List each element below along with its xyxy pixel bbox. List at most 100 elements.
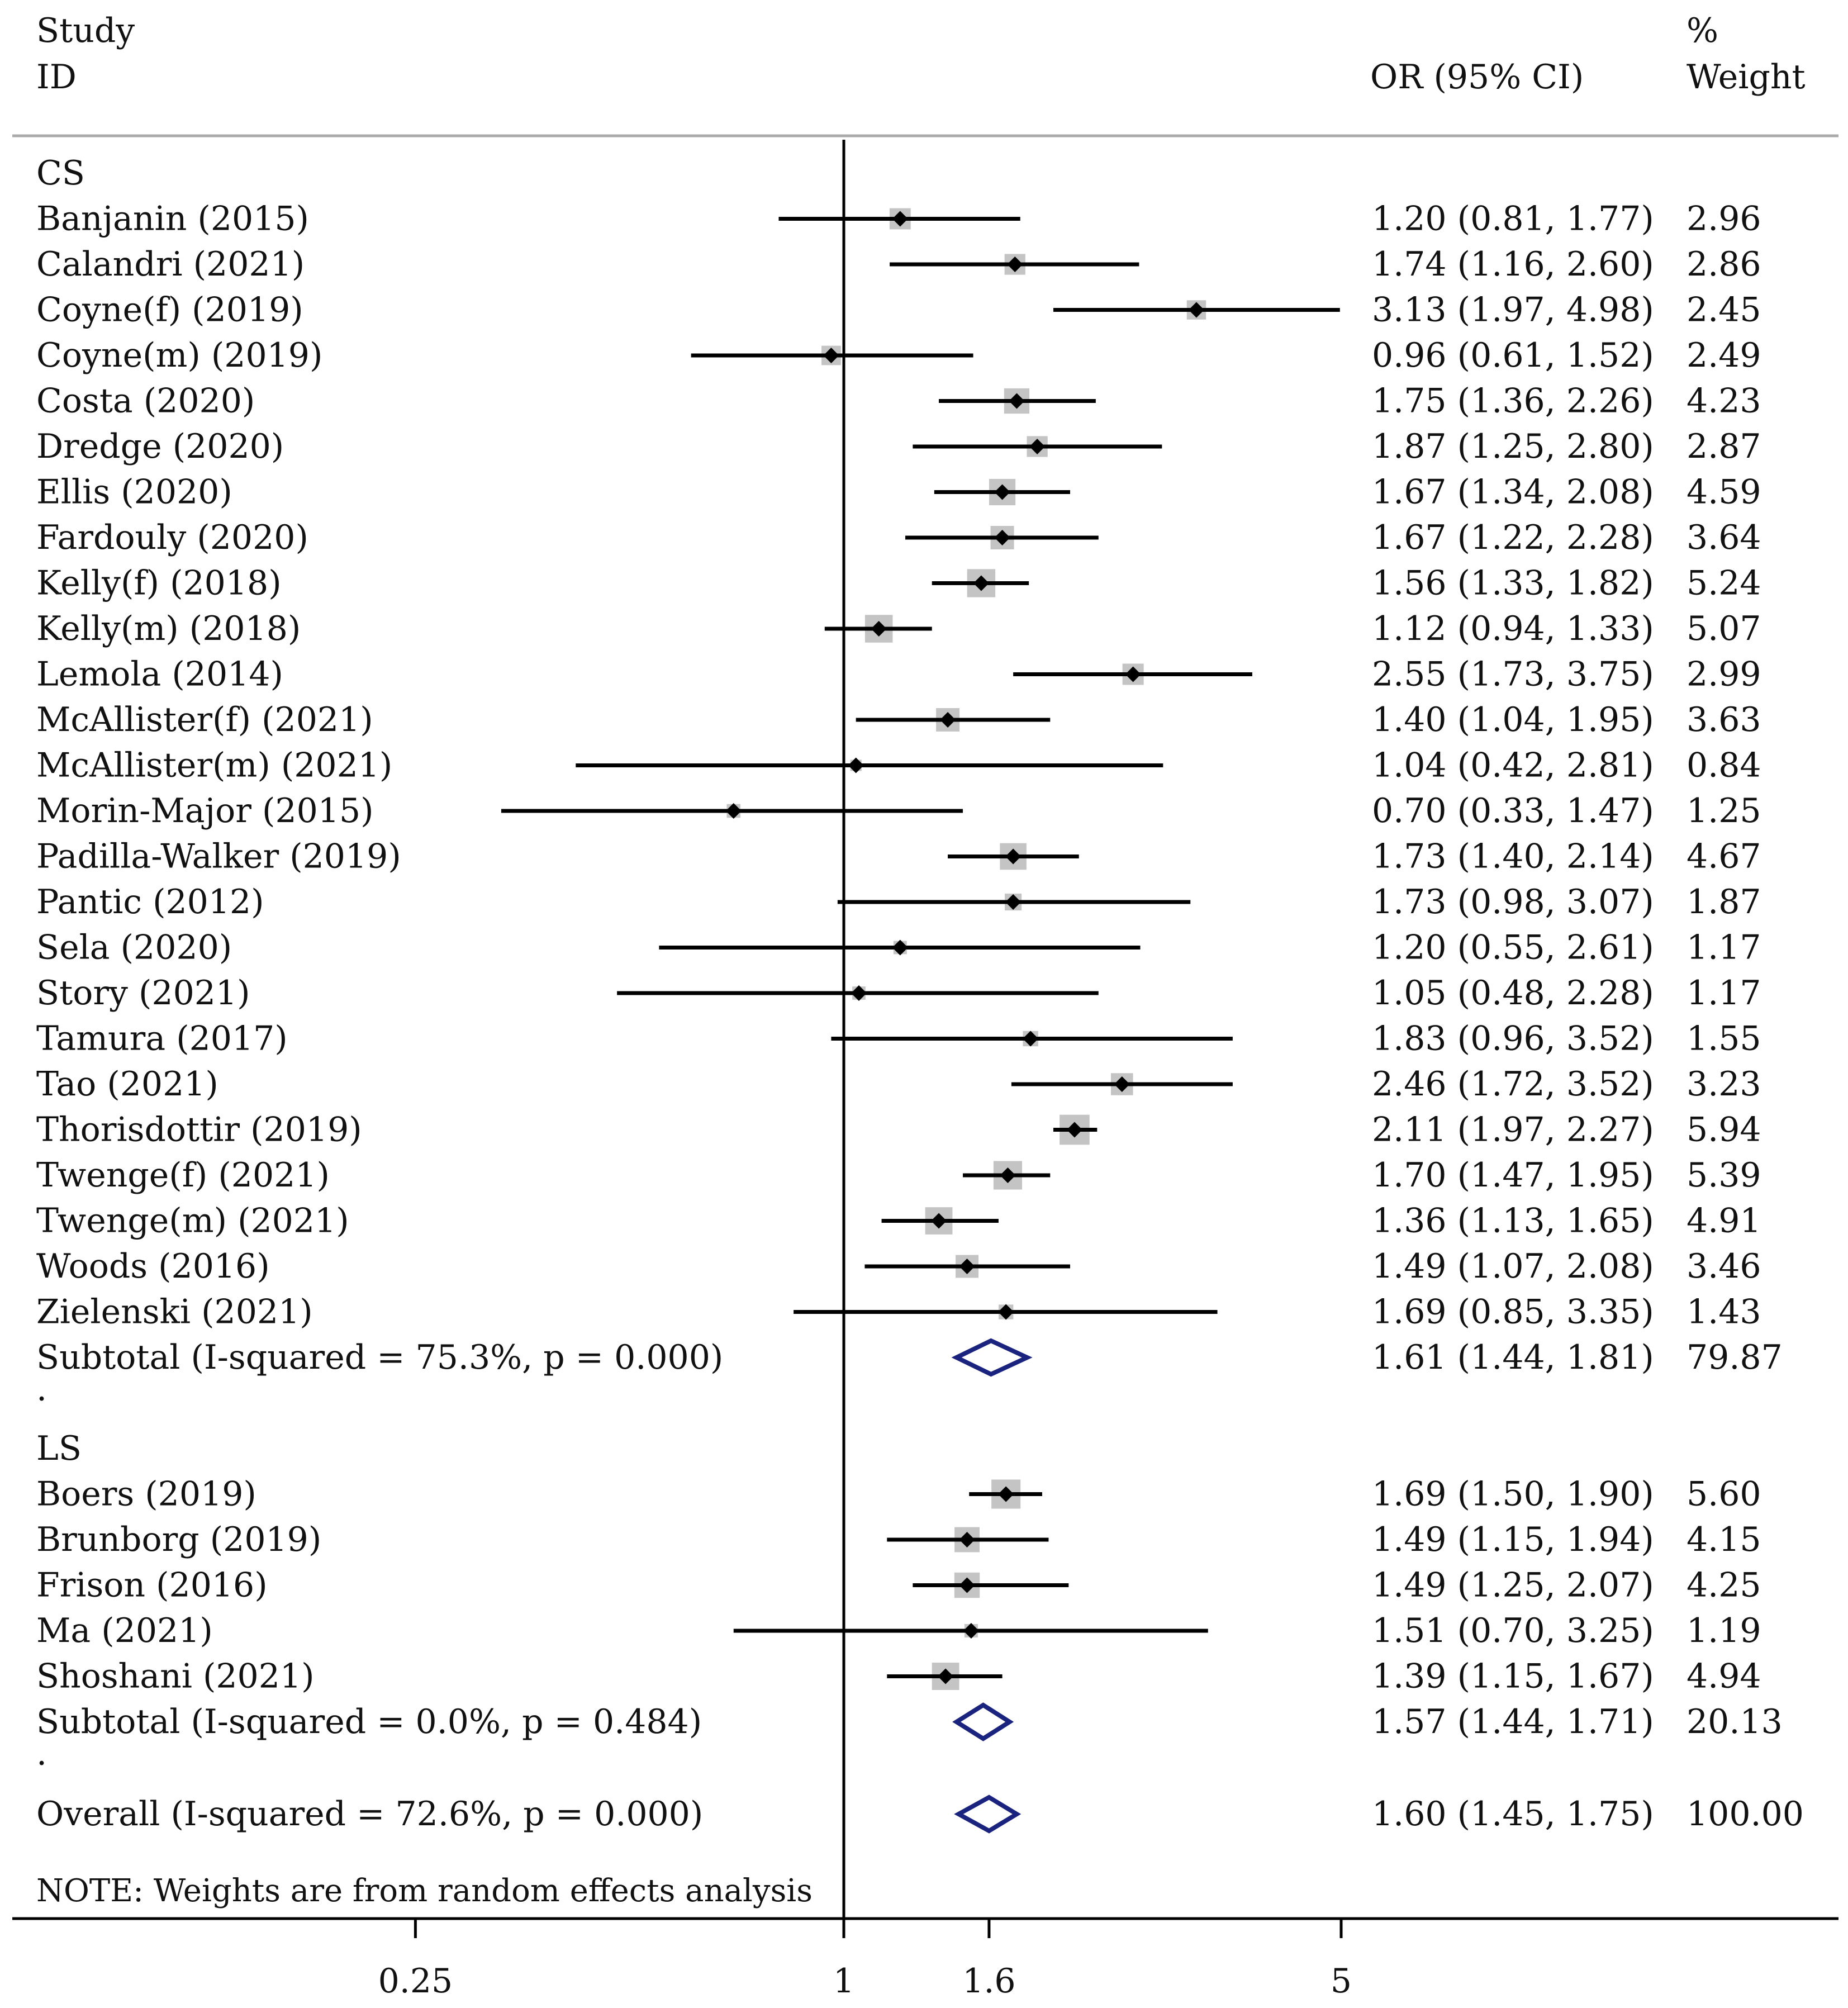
or-ci-value: 1.40 (1.04, 1.95) <box>1372 700 1654 739</box>
weight-value: 1.17 <box>1687 928 1761 967</box>
study-label: Banjanin (2015) <box>36 200 309 239</box>
weight-value: 0.84 <box>1687 746 1761 785</box>
study-label: Boers (2019) <box>36 1475 256 1514</box>
point-estimate <box>1007 257 1023 272</box>
pooled-diamond <box>952 1702 1014 1741</box>
study-label: Morin-Major (2015) <box>36 791 374 830</box>
study-label: Twenge(f) (2021) <box>36 1156 330 1195</box>
weight-value: 4.67 <box>1687 837 1761 876</box>
point-estimate <box>998 1486 1014 1502</box>
header-id: ID <box>36 58 77 97</box>
group-label: CS <box>36 154 85 193</box>
or-ci-value: 1.70 (1.47, 1.95) <box>1372 1156 1654 1195</box>
point-estimate <box>973 575 989 591</box>
study-label: McAllister(m) (2021) <box>36 746 392 785</box>
study-row: Story (2021) 1.05 (0.48, 2.28) 1.17 <box>36 974 1761 1013</box>
or-ci-value: 1.04 (0.42, 2.81) <box>1372 746 1654 785</box>
weight-value: 2.86 <box>1687 245 1761 284</box>
study-label: Padilla-Walker (2019) <box>36 837 401 876</box>
study-row: Twenge(m) (2021) 1.36 (1.13, 1.65) 4.91 <box>36 1202 1761 1241</box>
study-label: Lemola (2014) <box>36 655 283 694</box>
point-estimate <box>1114 1076 1130 1092</box>
weight-value: 5.24 <box>1687 564 1761 603</box>
study-label: Dredge (2020) <box>36 427 284 466</box>
group-separator: . <box>36 1734 47 1773</box>
or-ci-value: 0.70 (0.33, 1.47) <box>1372 791 1654 830</box>
or-ci-value: 1.39 (1.15, 1.67) <box>1372 1657 1654 1696</box>
weight-value: 5.60 <box>1687 1475 1761 1514</box>
study-row: Twenge(f) (2021) 1.70 (1.47, 1.95) 5.39 <box>36 1156 1761 1195</box>
study-row: Pantic (2012) 1.73 (0.98, 3.07) 1.87 <box>36 882 1761 922</box>
weight-value: 3.63 <box>1687 700 1761 739</box>
weight-value: 4.25 <box>1687 1566 1761 1605</box>
point-estimate <box>959 1532 975 1547</box>
weight-value: 3.23 <box>1687 1065 1761 1104</box>
pooled-diamond <box>954 1795 1022 1834</box>
study-row: Lemola (2014) 2.55 (1.73, 3.75) 2.99 <box>36 655 1761 694</box>
weight-value: 20.13 <box>1687 1702 1783 1741</box>
study-label: McAllister(f) (2021) <box>36 700 373 739</box>
or-ci-value: 1.69 (0.85, 3.35) <box>1372 1293 1654 1332</box>
or-ci-value: 1.73 (0.98, 3.07) <box>1372 882 1654 922</box>
weight-value: 4.94 <box>1687 1657 1761 1696</box>
study-row: McAllister(m) (2021) 1.04 (0.42, 2.81) 0.8… <box>36 746 1761 785</box>
overall-row: Overall (I-squared = 72.6%, p = 0.000) 1.… <box>36 1795 1804 1834</box>
weight-value: 3.64 <box>1687 518 1761 557</box>
weight-value: 1.25 <box>1687 791 1761 830</box>
study-row: Banjanin (2015) 1.20 (0.81, 1.77) 2.96 <box>36 200 1761 239</box>
weight-value: 2.49 <box>1687 336 1761 375</box>
point-estimate <box>1009 393 1025 409</box>
or-ci-value: 2.11 (1.97, 2.27) <box>1372 1110 1654 1150</box>
header-or-ci: OR (95% CI) <box>1370 58 1584 97</box>
header-weight: Weight <box>1687 58 1806 97</box>
study-label: Calandri (2021) <box>36 245 305 284</box>
forest-rows: CS Banjanin (2015) 1.20 (0.81, 1.77) 2.96 Ca… <box>36 140 1804 1919</box>
or-ci-value: 2.46 (1.72, 3.52) <box>1372 1065 1654 1104</box>
or-ci-value: 0.96 (0.61, 1.52) <box>1372 336 1654 375</box>
or-ci-value: 1.87 (1.25, 2.80) <box>1372 427 1654 466</box>
or-ci-value: 1.74 (1.16, 2.60) <box>1372 245 1654 284</box>
or-ci-value: 1.83 (0.96, 3.52) <box>1372 1019 1654 1058</box>
point-estimate <box>892 211 908 227</box>
group-label: LS <box>36 1429 82 1468</box>
study-row: Brunborg (2019) 1.49 (1.15, 1.94) 4.15 <box>36 1520 1761 1559</box>
study-row: Shoshani (2021) 1.39 (1.15, 1.67) 4.94 <box>36 1657 1761 1696</box>
study-label: Zielenski (2021) <box>36 1293 313 1332</box>
study-label: Tao (2021) <box>36 1065 218 1104</box>
weight-value: 2.96 <box>1687 200 1761 239</box>
point-estimate <box>998 1304 1014 1320</box>
weight-value: 5.94 <box>1687 1110 1761 1150</box>
weight-value: 5.39 <box>1687 1156 1761 1195</box>
study-row: Morin-Major (2015) 0.70 (0.33, 1.47) 1.25 <box>36 791 1761 830</box>
pooled-diamond <box>951 1338 1033 1377</box>
study-label: Ma (2021) <box>36 1611 213 1650</box>
study-row: Fardouly (2020) 1.67 (1.22, 2.28) 3.64 <box>36 518 1761 557</box>
or-ci-value: 1.57 (1.44, 1.71) <box>1372 1702 1654 1741</box>
study-label: Thorisdottir (2019) <box>36 1110 362 1150</box>
weight-value: 2.45 <box>1687 291 1761 330</box>
study-label: Frison (2016) <box>36 1566 268 1605</box>
or-ci-value: 1.20 (0.55, 2.61) <box>1372 928 1654 967</box>
weight-value: 3.46 <box>1687 1247 1761 1286</box>
study-row: Coyne(m) (2019) 0.96 (0.61, 1.52) 2.49 <box>36 336 1761 375</box>
study-label: Woods (2016) <box>36 1247 270 1286</box>
study-row: Zielenski (2021) 1.69 (0.85, 3.35) 1.43 <box>36 1293 1761 1332</box>
or-ci-value: 1.61 (1.44, 1.81) <box>1372 1338 1654 1377</box>
study-label: Fardouly (2020) <box>36 518 308 557</box>
study-row: Tamura (2017) 1.83 (0.96, 3.52) 1.55 <box>36 1019 1761 1058</box>
point-estimate <box>725 803 742 819</box>
point-estimate <box>1029 439 1046 454</box>
study-row: Ma (2021) 1.51 (0.70, 3.25) 1.19 <box>36 1611 1761 1650</box>
study-row: Ellis (2020) 1.67 (1.34, 2.08) 4.59 <box>36 473 1761 512</box>
x-tick-label: 1.6 <box>962 1962 1015 2001</box>
study-label: Shoshani (2021) <box>36 1657 315 1696</box>
or-ci-value: 1.67 (1.22, 2.28) <box>1372 518 1654 557</box>
study-row: Thorisdottir (2019) 2.11 (1.97, 2.27) 5.94 <box>36 1110 1761 1150</box>
point-estimate <box>994 484 1010 500</box>
study-label: Coyne(f) (2019) <box>36 291 303 330</box>
point-estimate <box>1188 302 1204 318</box>
or-ci-value: 1.49 (1.15, 1.94) <box>1372 1520 1654 1559</box>
weight-value: 1.19 <box>1687 1611 1761 1650</box>
point-estimate <box>940 712 956 728</box>
